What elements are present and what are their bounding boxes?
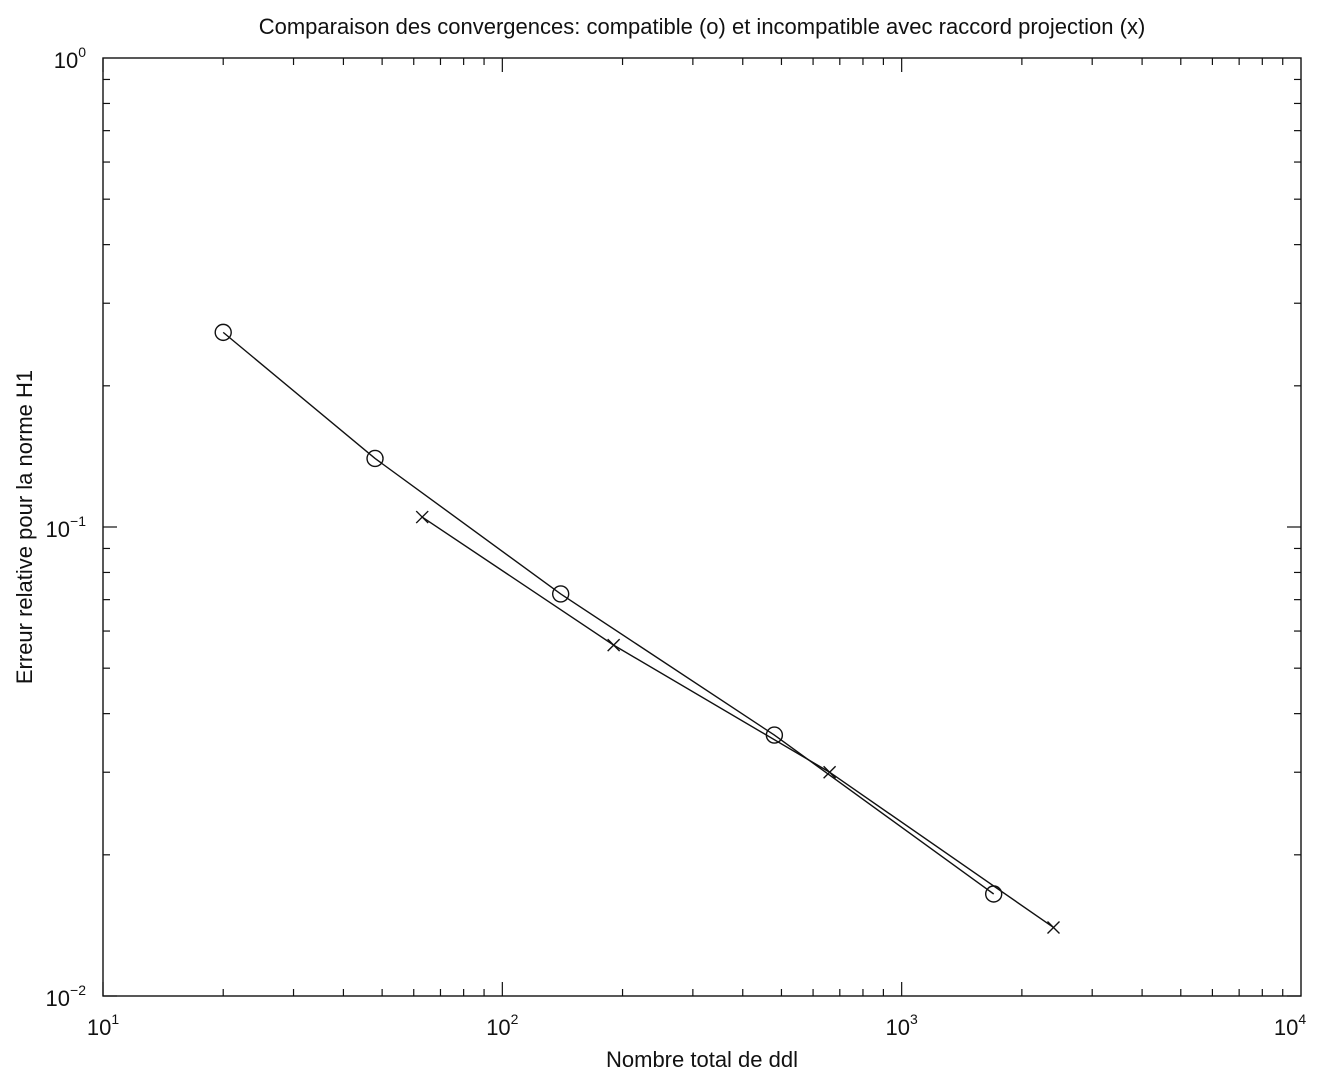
data-series xyxy=(214,323,1060,934)
y-tick-label: 10−1 xyxy=(46,513,87,542)
circle-marker xyxy=(214,323,232,342)
plot-frame xyxy=(102,57,1302,997)
x-marker xyxy=(1047,920,1060,934)
x-axis-label: Nombre total de ddl xyxy=(606,1047,798,1072)
x-tick-label: 102 xyxy=(486,1011,518,1040)
series-line xyxy=(222,331,995,895)
circle-marker xyxy=(366,449,384,468)
circle-marker xyxy=(551,585,570,603)
tick-labels: 101 102 103 104 10−2 10−1 100 xyxy=(46,44,1307,1040)
chart-title: Comparaison des convergences: compatible… xyxy=(259,14,1146,39)
series-1 xyxy=(214,323,1003,903)
x-marker xyxy=(415,510,429,524)
series-line xyxy=(421,516,1054,929)
x-tick-label: 104 xyxy=(1274,1011,1306,1040)
x-tick-label: 101 xyxy=(87,1011,119,1040)
x-marker xyxy=(823,765,837,779)
axis-ticks xyxy=(102,58,1301,997)
series-2 xyxy=(415,510,1060,934)
x-marker xyxy=(607,638,621,652)
x-tick-label: 103 xyxy=(886,1011,918,1040)
y-tick-label: 100 xyxy=(54,44,86,73)
y-tick-label: 10−2 xyxy=(46,982,87,1011)
y-axis-label: Erreur relative pour la norme H1 xyxy=(12,370,37,684)
